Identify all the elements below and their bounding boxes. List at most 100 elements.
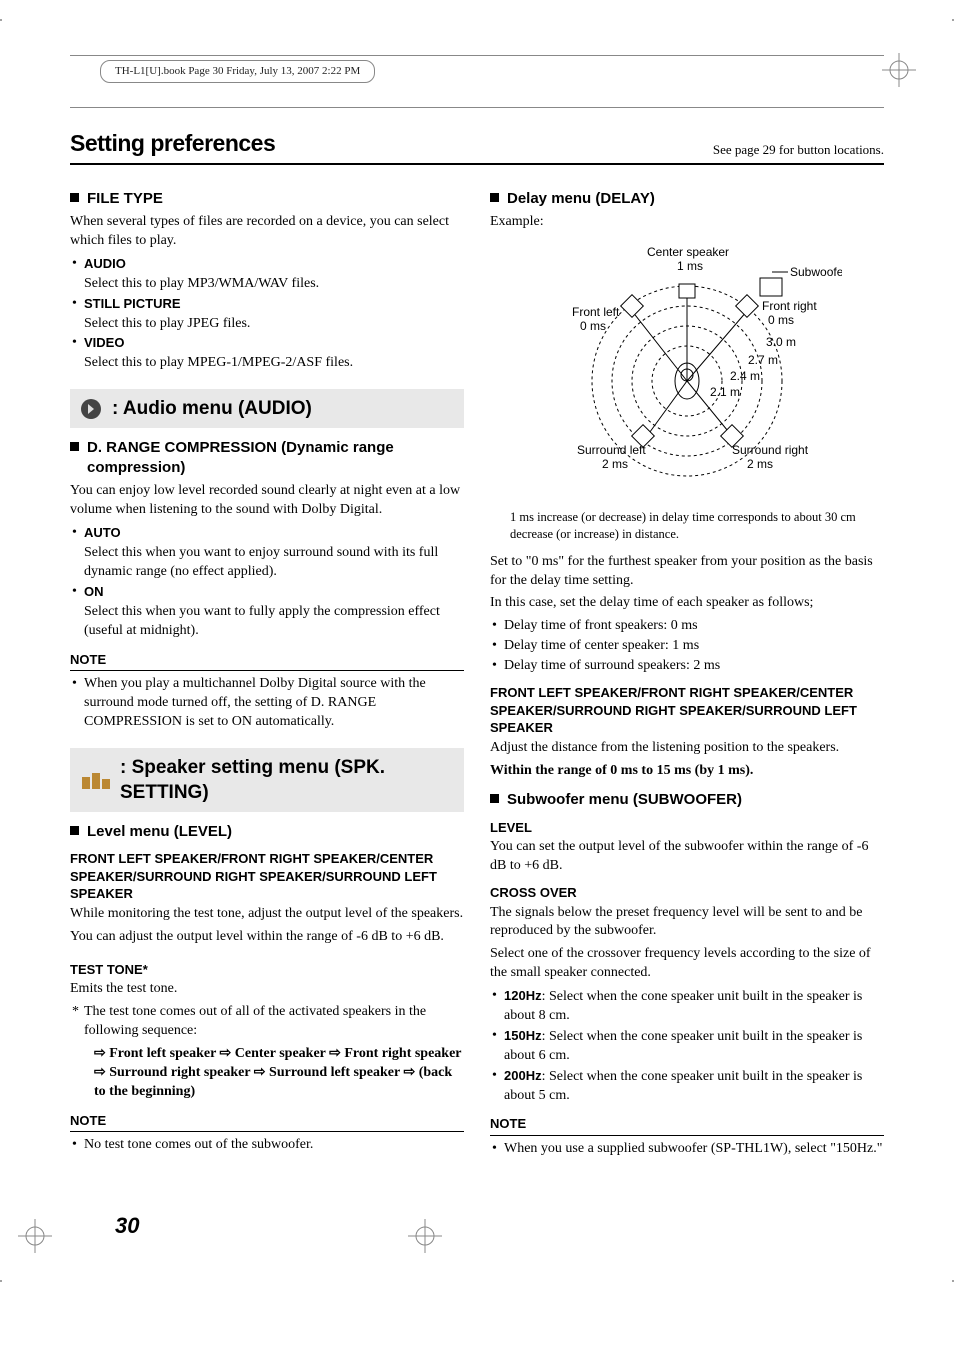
note-text: When you play a multichannel Dolby Digit…: [84, 676, 426, 729]
bullet-square-icon: [490, 794, 499, 803]
audio-menu-section: : Audio menu (AUDIO): [70, 389, 464, 428]
crossover-p2: Select one of the crossover frequency le…: [490, 945, 884, 983]
list-item: STILL PICTURESelect this to play JPEG fi…: [70, 295, 464, 334]
crop-mark-tr: [944, 0, 954, 50]
list-item: 150Hz: Select when the cone speaker unit…: [490, 1027, 884, 1066]
note-text: When you use a supplied subwoofer (SP-TH…: [504, 1141, 882, 1156]
sub-level-p: You can set the output level of the subw…: [490, 838, 884, 876]
diag-d21: 2.1 m: [710, 385, 740, 399]
diag-sl-label: Surround left: [577, 443, 646, 457]
heading-text: Level menu (LEVEL): [87, 822, 232, 842]
list-item: 200Hz: Select when the cone speaker unit…: [490, 1067, 884, 1106]
bullet-square-icon: [490, 193, 499, 202]
asterisk: *: [143, 962, 148, 977]
test-tone-sequence: ⇨ Front left speaker ⇨ Center speaker ⇨ …: [70, 1045, 464, 1102]
list-item: When you use a supplied subwoofer (SP-TH…: [490, 1140, 884, 1159]
diag-center-label: Center speaker: [647, 245, 729, 259]
option-desc: : Select when the cone speaker unit buil…: [504, 1069, 862, 1103]
right-column: Delay menu (DELAY) Example:: [490, 179, 884, 1163]
crop-mark-inner-tr: [874, 45, 924, 95]
test-tone-p: Emits the test tone.: [70, 980, 464, 999]
page-number: 30: [115, 1211, 139, 1241]
option-label: 150Hz: [504, 1028, 542, 1043]
section-title: : Audio menu (AUDIO): [112, 396, 312, 422]
heading-text: Subwoofer menu (SUBWOOFER): [507, 790, 742, 810]
diag-fr-ms: 0 ms: [768, 313, 794, 327]
list-item: ON Select this when you want to fully app…: [70, 583, 464, 641]
delay-diagram: Center speaker 1 ms Subwoofer Front left…: [490, 236, 884, 503]
diag-fr-label: Front right: [762, 299, 817, 313]
left-column: FILE TYPE When several types of files ar…: [70, 179, 464, 1163]
drange-heading: D. RANGE COMPRESSION (Dynamic range comp…: [70, 438, 464, 479]
list-item: No test tone comes out of the subwoofer.: [70, 1136, 464, 1155]
option-desc: : Select when the cone speaker unit buil…: [504, 1029, 862, 1063]
option-label: AUDIO: [84, 256, 126, 271]
delay-bullets: Delay time of front speakers: 0 ms Delay…: [490, 617, 884, 676]
option-label: AUTO: [84, 525, 121, 540]
heading-text: FILE TYPE: [87, 189, 163, 209]
level-p2: You can adjust the output level within t…: [70, 928, 464, 947]
diag-fl-label: Front left: [572, 305, 620, 319]
delay-para1: Set to "0 ms" for the furthest speaker f…: [490, 553, 884, 591]
crossover-options: 120Hz: Select when the cone speaker unit…: [490, 987, 884, 1105]
diagram-caption: 1 ms increase (or decrease) in delay tim…: [510, 509, 864, 543]
section-title: : Speaker setting menu (SPK. SETTING): [120, 755, 454, 806]
crop-mark-br: [944, 1251, 954, 1311]
diag-d27: 2.7 m: [748, 353, 778, 367]
heading-text: TEST TONE: [70, 962, 143, 977]
bullet-text: Delay time of front speakers: 0 ms: [504, 618, 698, 633]
diag-d24: 2.4 m: [730, 369, 760, 383]
drange-note: When you play a multichannel Dolby Digit…: [70, 675, 464, 732]
level-menu-heading: Level menu (LEVEL): [70, 822, 464, 842]
audio-menu-icon: [80, 398, 106, 420]
crossover-heading: CROSS OVER: [490, 884, 884, 902]
file-type-heading: FILE TYPE: [70, 189, 464, 209]
bullet-text: Delay time of center speaker: 1 ms: [504, 638, 699, 653]
crossover-p1: The signals below the preset frequency l…: [490, 904, 884, 942]
delay-menu-heading: Delay menu (DELAY): [490, 189, 884, 209]
option-desc: Select this when you want to fully apply…: [84, 604, 440, 638]
diag-fl-ms: 0 ms: [580, 319, 606, 333]
list-item: VIDEO Select this to play MPEG-1/MPEG-2/A…: [70, 334, 464, 373]
speaker-layout-diagram: Center speaker 1 ms Subwoofer Front left…: [532, 236, 842, 496]
drange-options: AUTO Select this when you want to enjoy s…: [70, 524, 464, 640]
option-label: ON: [84, 584, 104, 599]
test-tone-heading: TEST TONE*: [70, 961, 464, 979]
list-item: When you play a multichannel Dolby Digit…: [70, 675, 464, 732]
file-type-intro: When several types of files are recorded…: [70, 213, 464, 251]
option-desc: : Select when the cone speaker unit buil…: [504, 989, 862, 1023]
bullet-square-icon: [70, 442, 79, 451]
level-p1: While monitoring the test tone, adjust t…: [70, 905, 464, 924]
diag-sr-label: Surround right: [732, 443, 809, 457]
note-heading: NOTE: [490, 1115, 884, 1136]
diag-d30: 3.0 m: [766, 335, 796, 349]
option-desc: Select this when you want to enjoy surro…: [84, 545, 438, 579]
delay-speaker-range: Within the range of 0 ms to 15 ms (by 1 …: [490, 762, 884, 781]
page: TH-L1[U].book Page 30 Friday, July 13, 2…: [0, 0, 954, 1351]
diag-center-ms: 1 ms: [677, 259, 703, 273]
diag-sl-ms: 2 ms: [602, 457, 628, 471]
speaker-menu-section: : Speaker setting menu (SPK. SETTING): [70, 748, 464, 812]
button-reference: See page 29 for button locations.: [713, 141, 884, 159]
page-title: Setting preferences: [70, 128, 275, 159]
bullet-square-icon: [70, 193, 79, 202]
option-label: VIDEO: [84, 335, 124, 350]
speaker-menu-icon: [80, 769, 114, 791]
option-desc: Select this to play MPEG-1/MPEG-2/ASF fi…: [84, 355, 353, 370]
option-desc: Select this to play MP3/WMA/WAV files.: [84, 276, 319, 291]
crop-mark-tl: [0, 0, 10, 50]
note-heading: NOTE: [70, 651, 464, 672]
drange-intro: You can enjoy low level recorded sound c…: [70, 482, 464, 520]
option-label: STILL PICTURE: [84, 296, 181, 311]
note-text: No test tone comes out of the subwoofer.: [84, 1137, 313, 1152]
test-tone-note: No test tone comes out of the subwoofer.: [70, 1136, 464, 1155]
crop-mark-bl: [0, 1251, 10, 1311]
speaker-list-heading: FRONT LEFT SPEAKER/FRONT RIGHT SPEAKER/C…: [70, 850, 464, 903]
list-item: Delay time of center speaker: 1 ms: [490, 637, 884, 656]
crop-mark-inner-bc: [400, 1211, 450, 1261]
book-header-caption: TH-L1[U].book Page 30 Friday, July 13, 2…: [100, 60, 375, 83]
delay-para2: In this case, set the delay time of each…: [490, 594, 884, 613]
heading-text: Delay menu (DELAY): [507, 189, 655, 209]
diag-sr-ms: 2 ms: [747, 457, 773, 471]
list-item: AUDIO Select this to play MP3/WMA/WAV fil…: [70, 255, 464, 294]
